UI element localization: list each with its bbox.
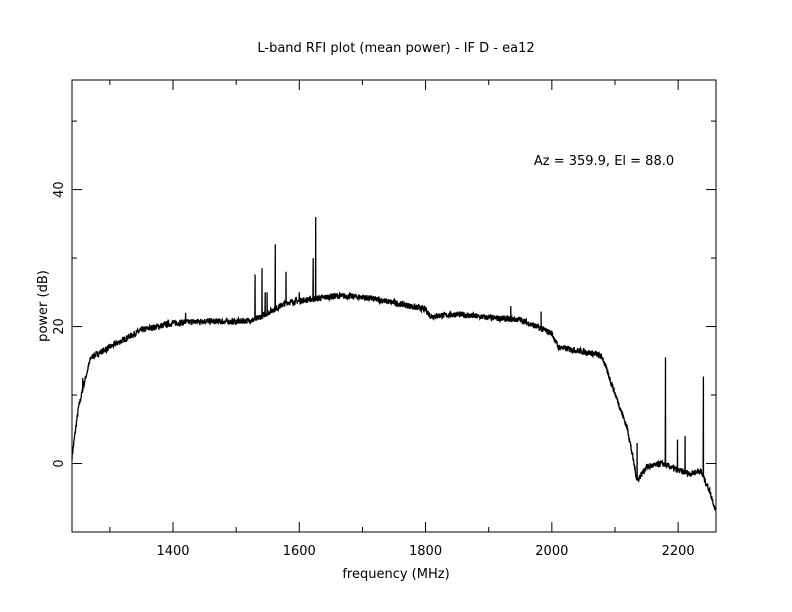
- x-tick-label: 1400: [156, 544, 189, 559]
- x-tick-label: 1600: [283, 544, 316, 559]
- y-tick-labels: 0 20 40: [52, 181, 67, 467]
- series-line-mean-power: [71, 216, 717, 511]
- x-tick-labels: 1400 1600 1800 2000 2200: [156, 544, 694, 559]
- x-tick-label: 1800: [409, 544, 442, 559]
- x-tick-label: 2000: [535, 544, 568, 559]
- axis-ticks: [72, 80, 716, 533]
- x-tick-label: 2200: [662, 544, 695, 559]
- y-tick-label: 40: [52, 181, 67, 198]
- x-axis-label: frequency (MHz): [342, 567, 449, 582]
- chart-title: L-band RFI plot (mean power) - IF D - ea…: [257, 41, 534, 56]
- y-axis-label: power (dB): [36, 270, 51, 342]
- plot-area: [71, 79, 717, 533]
- y-tick-label: 20: [52, 318, 67, 335]
- y-tick-label: 0: [52, 459, 67, 467]
- plot-frame: [71, 79, 717, 533]
- az-el-annotation: Az = 359.9, El = 88.0: [534, 154, 674, 169]
